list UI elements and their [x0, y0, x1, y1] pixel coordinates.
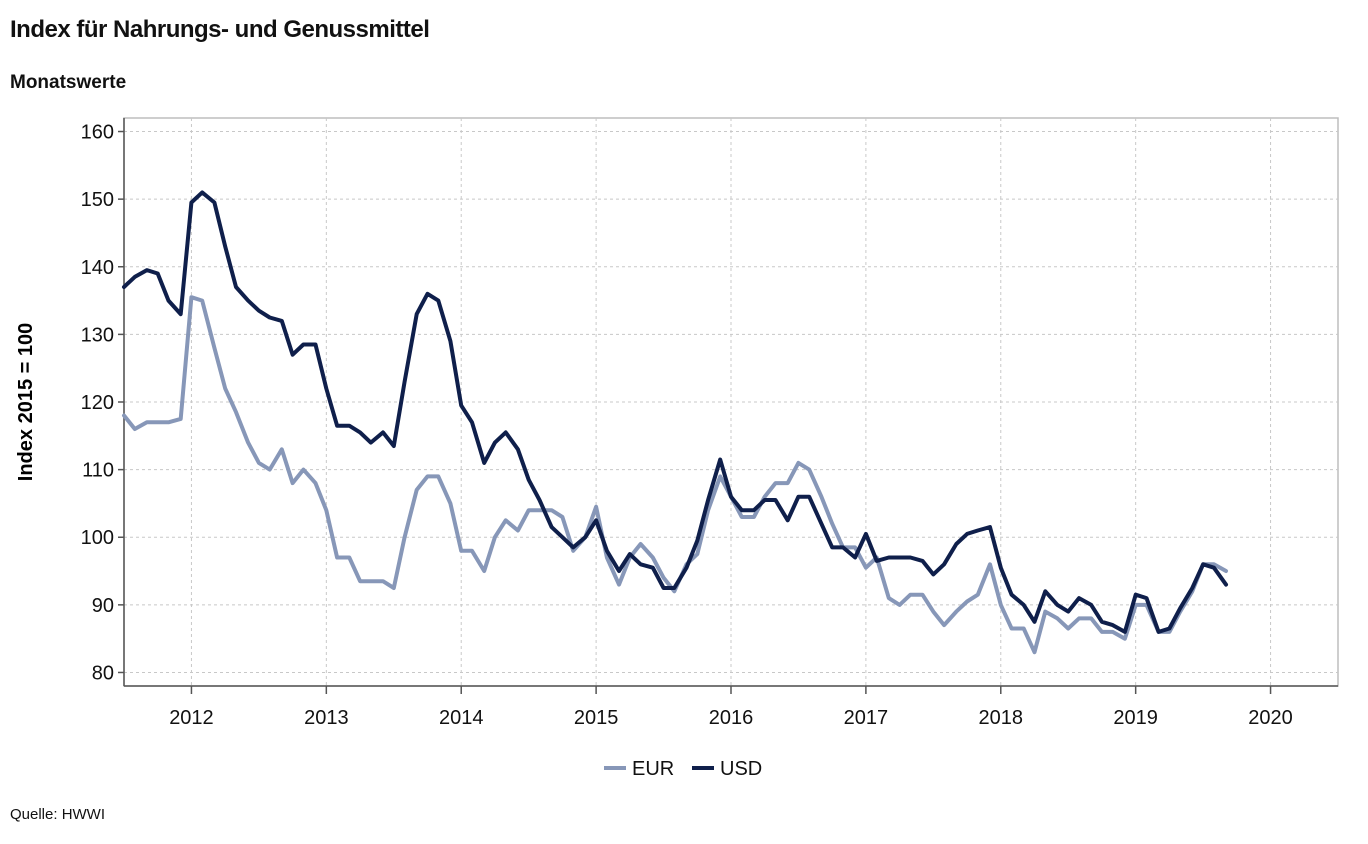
y-tick-label: 130 — [81, 324, 114, 346]
source-note: Quelle: HWWI — [10, 806, 106, 823]
series-lines — [122, 190, 1228, 655]
x-tick-label: 2019 — [1113, 707, 1158, 729]
x-tick-label: 2017 — [844, 707, 889, 729]
grid-lines — [124, 118, 1338, 686]
legend-label-usd: USD — [720, 758, 762, 780]
y-tick-label: 110 — [82, 460, 114, 482]
chart-title: Index für Nahrungs- und Genussmittel — [10, 16, 430, 43]
series-line-eur — [122, 295, 1228, 655]
y-tick-label: 150 — [81, 189, 114, 211]
x-axis: 2012 2013 2014 2015 2016 2017 2018 2019 2020 — [124, 685, 1338, 729]
chart-subtitle: Monatswerte — [10, 72, 127, 93]
x-tick-label: 2014 — [439, 707, 484, 729]
y-tick-label: 160 — [81, 122, 114, 144]
legend-label-eur: EUR — [632, 758, 674, 780]
y-tick-label: 140 — [81, 257, 114, 279]
x-tick-label: 2018 — [979, 707, 1024, 729]
x-tick-label: 2016 — [709, 707, 754, 729]
legend: EUR USD — [604, 758, 762, 780]
x-tick-label: 2020 — [1248, 707, 1293, 729]
x-tick-label: 2013 — [304, 707, 349, 729]
y-tick-label: 90 — [92, 595, 114, 617]
y-tick-label: 100 — [81, 527, 114, 549]
x-tick-label: 2012 — [169, 707, 214, 729]
series-line-usd — [122, 190, 1228, 634]
x-tick-label: 2015 — [574, 707, 619, 729]
y-tick-label: 120 — [81, 392, 114, 414]
y-axis: 80 90 100 110 120 130 140 150 160 — [81, 118, 125, 686]
y-axis-label: Index 2015 = 100 — [15, 323, 37, 481]
y-tick-label: 80 — [92, 662, 114, 684]
